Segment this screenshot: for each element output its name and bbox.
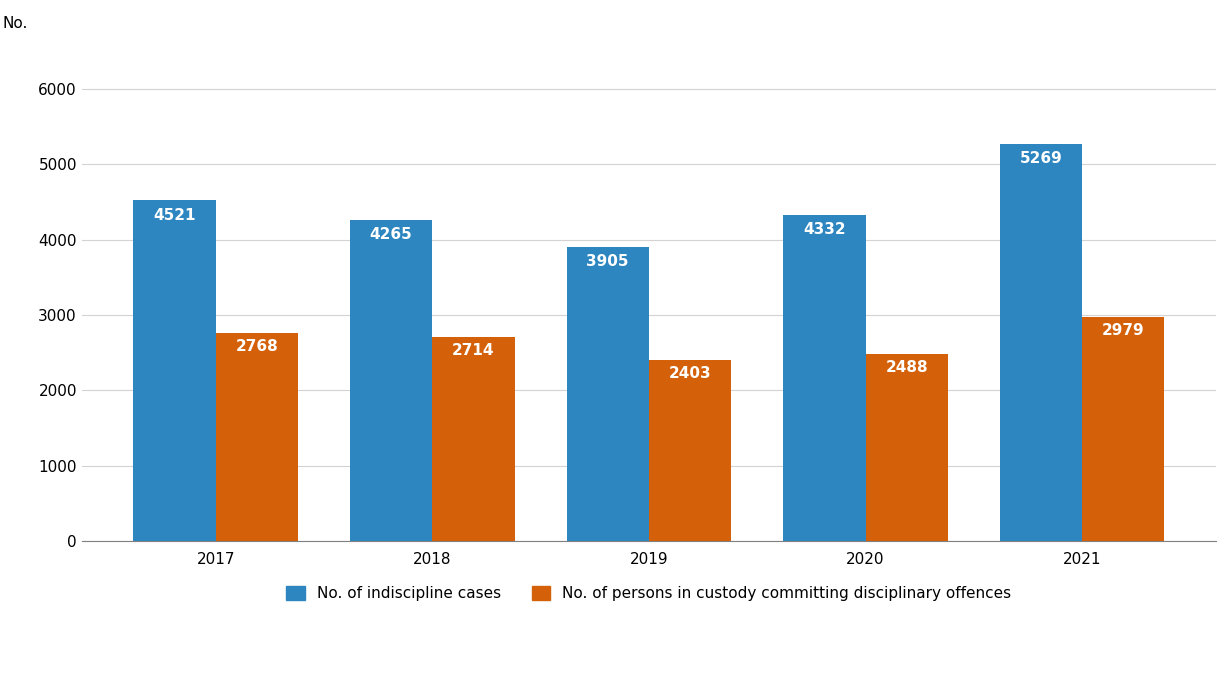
Bar: [1000, 144, 1082, 542]
Text: 2979: 2979: [1102, 323, 1145, 338]
Bar: [1082, 316, 1165, 542]
Bar: [649, 360, 731, 542]
Text: 2403: 2403: [668, 366, 712, 381]
Legend: No. of indiscipline cases, No. of persons in custody committing disciplinary off: No. of indiscipline cases, No. of person…: [281, 580, 1018, 607]
Bar: [432, 337, 515, 542]
Bar: [215, 333, 298, 542]
Bar: [865, 354, 948, 542]
Bar: [350, 220, 432, 542]
Bar: [566, 247, 649, 542]
Bar: [133, 201, 215, 542]
Text: 4332: 4332: [803, 222, 846, 237]
Text: 2714: 2714: [452, 342, 495, 357]
Bar: [783, 215, 865, 542]
Text: No.: No.: [2, 16, 28, 31]
Text: 2488: 2488: [885, 359, 928, 374]
Text: 2768: 2768: [235, 338, 278, 353]
Text: 5269: 5269: [1019, 151, 1062, 166]
Text: 4265: 4265: [369, 227, 412, 242]
Text: 4521: 4521: [153, 208, 196, 223]
Text: 3905: 3905: [586, 254, 629, 269]
